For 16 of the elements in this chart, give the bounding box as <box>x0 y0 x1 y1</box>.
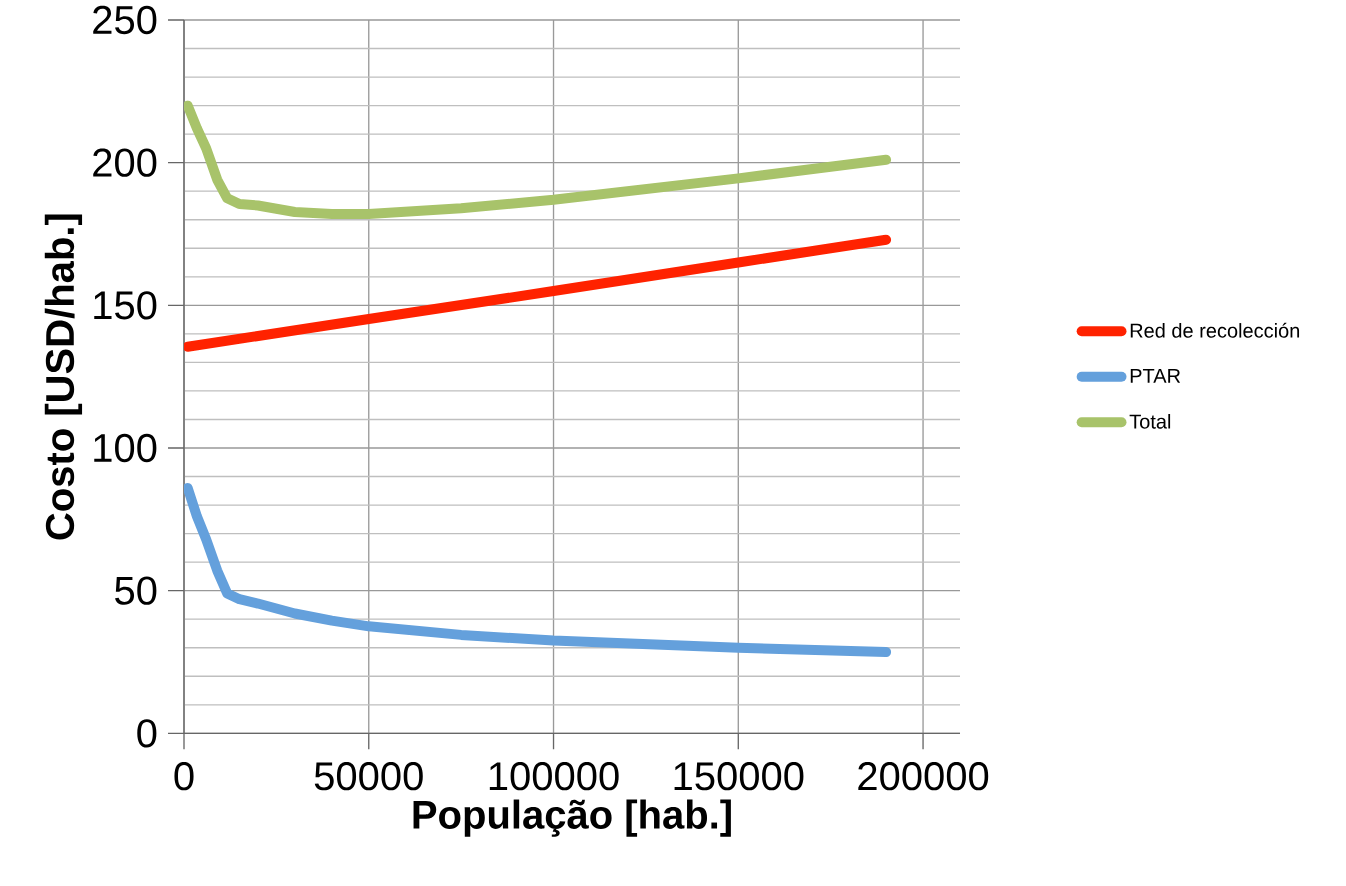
x-axis-title: População [hab.] <box>413 799 731 837</box>
x-tick-label: 0 <box>174 762 194 791</box>
x-tick-label: 200000 <box>858 762 989 791</box>
legend-label: Red de recolección <box>1130 322 1300 338</box>
y-axis-title: Costo [USD/hab.] <box>44 214 83 540</box>
y-tick-label: 100 <box>94 433 157 463</box>
x-tick-label: 100000 <box>489 762 619 791</box>
legend-label: PTAR <box>1130 368 1181 383</box>
y-tick-label: 250 <box>93 5 157 35</box>
legend-label: Total <box>1129 414 1171 429</box>
y-tick-label: 200 <box>93 148 157 177</box>
y-tick-label: 150 <box>94 291 157 320</box>
x-tick-label: 150000 <box>674 762 804 791</box>
y-tick-label: 0 <box>137 719 157 748</box>
x-tick-label: 50000 <box>314 762 423 791</box>
y-tick-label: 50 <box>115 576 157 605</box>
